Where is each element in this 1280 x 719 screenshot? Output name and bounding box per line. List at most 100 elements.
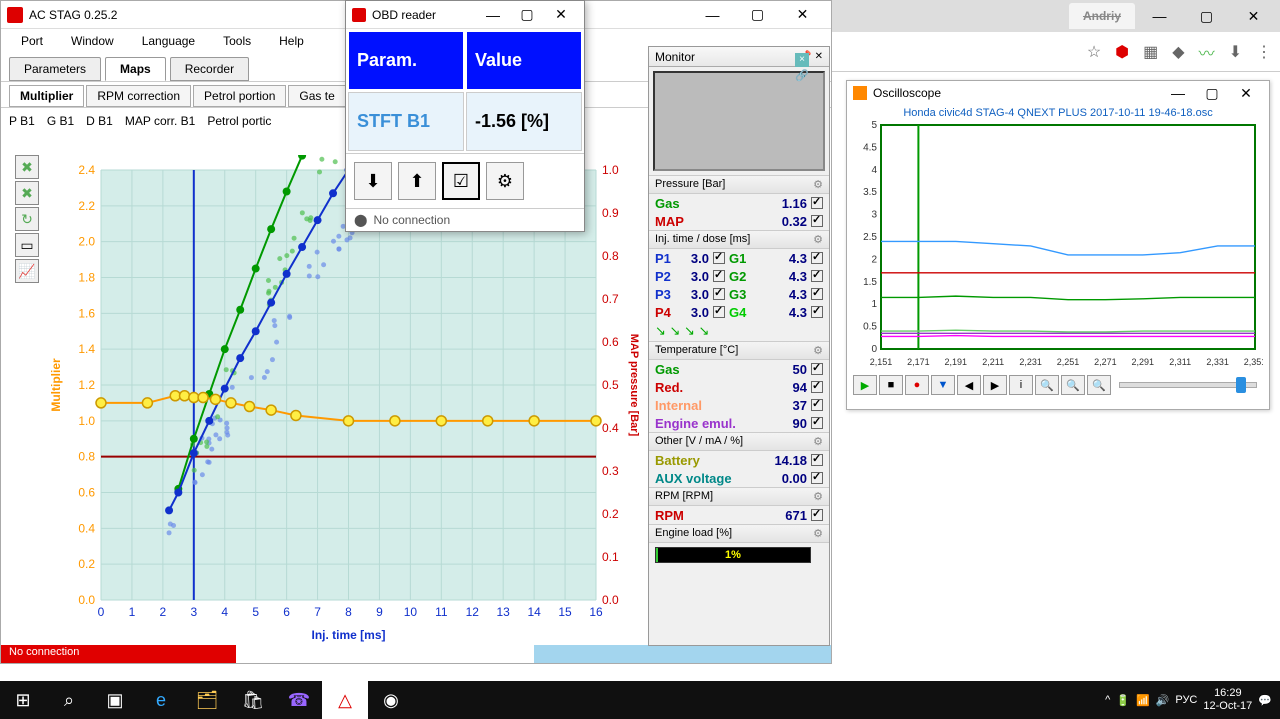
minimize-button[interactable]: — (690, 2, 735, 28)
obd-down-icon[interactable]: ⬇ (354, 162, 392, 200)
obd-minimize[interactable]: — (476, 2, 510, 28)
browser-close[interactable]: ✕ (1231, 3, 1276, 29)
gear-icon[interactable]: ⚙ (813, 527, 823, 540)
chrome-icon[interactable]: ◉ (368, 681, 414, 719)
row-checkbox-2[interactable] (811, 306, 823, 318)
tab-parameters[interactable]: Parameters (9, 57, 101, 81)
row-checkbox[interactable] (713, 306, 725, 318)
gear-icon[interactable]: ⚙ (813, 233, 823, 246)
tool-rect-icon[interactable]: ▭ (15, 233, 39, 257)
search-icon[interactable]: ⌕ (46, 681, 92, 719)
gear-icon[interactable]: ⚙ (813, 344, 823, 357)
osc-slider-track[interactable] (1119, 382, 1257, 388)
obd-gear-icon[interactable]: ⚙ (486, 162, 524, 200)
panel-close-icon[interactable]: × (795, 53, 809, 67)
osc-zoom-in-icon[interactable]: 🔍 (1035, 375, 1059, 395)
gear-icon[interactable]: ⚙ (813, 178, 823, 191)
browser-tab[interactable]: Andriy (1069, 3, 1135, 29)
tool-chart-icon[interactable]: 📈 (15, 259, 39, 283)
row-checkbox[interactable] (713, 288, 725, 300)
st2-gb1[interactable]: G B1 (47, 114, 74, 128)
menu-window[interactable]: Window (71, 34, 114, 48)
gear-icon[interactable]: ⚙ (813, 435, 823, 448)
st2-petrol[interactable]: Petrol portic (207, 114, 271, 128)
osc-prev-icon[interactable]: ◀ (957, 375, 981, 395)
explorer-icon[interactable]: 🗂 (184, 681, 230, 719)
tool-refresh-icon[interactable]: ↻ (15, 207, 39, 231)
subtab-multiplier[interactable]: Multiplier (9, 85, 84, 107)
tray-lang[interactable]: РУС (1175, 694, 1197, 706)
tray-clock[interactable]: 16:29 12-Oct-17 (1203, 687, 1252, 713)
row-checkbox[interactable] (811, 509, 823, 521)
menu-tools[interactable]: Tools (223, 34, 251, 48)
row-checkbox[interactable] (713, 252, 725, 264)
menu-help[interactable]: Help (279, 34, 304, 48)
close-button[interactable]: ✕ (780, 2, 825, 28)
obd-check-icon[interactable]: ☑ (442, 162, 480, 200)
osc-info-icon[interactable]: i (1009, 375, 1033, 395)
menu-language[interactable]: Language (142, 34, 195, 48)
ext-icon-4[interactable]: 〰 (1199, 40, 1215, 64)
tray-volume-icon[interactable]: 🔊 (1156, 694, 1170, 707)
gear-icon[interactable]: ⚙ (813, 490, 823, 503)
osc-record-icon[interactable]: ● (905, 375, 929, 395)
osc-close[interactable]: ✕ (1229, 80, 1263, 106)
ext-icon-2[interactable]: ▦ (1143, 42, 1158, 62)
osc-next-icon[interactable]: ▶ (983, 375, 1007, 395)
tray-notifications-icon[interactable]: 💬 (1258, 694, 1272, 707)
subtab-petrol-portion[interactable]: Petrol portion (193, 85, 286, 107)
obd-close[interactable]: ✕ (544, 2, 578, 28)
browser-maximize[interactable]: ▢ (1184, 3, 1229, 29)
tab-maps[interactable]: Maps (105, 57, 166, 81)
row-checkbox[interactable] (811, 417, 823, 429)
st2-pb1[interactable]: P B1 (9, 114, 35, 128)
osc-stop-icon[interactable]: ■ (879, 375, 903, 395)
row-checkbox[interactable] (811, 381, 823, 393)
edge-icon[interactable]: e (138, 681, 184, 719)
star-icon[interactable]: ☆ (1087, 42, 1101, 62)
row-checkbox[interactable] (811, 472, 823, 484)
row-checkbox[interactable] (811, 399, 823, 411)
ext-icon-5[interactable]: ⬇ (1229, 42, 1242, 62)
tray-wifi-icon[interactable]: 📶 (1136, 694, 1150, 707)
subtab-gas[interactable]: Gas te (288, 85, 345, 107)
subtab-rpm-correction[interactable]: RPM correction (86, 85, 191, 107)
maximize-button[interactable]: ▢ (735, 2, 780, 28)
monitor-close-icon[interactable]: ✕ (815, 51, 823, 62)
st2-mapcorr[interactable]: MAP corr. B1 (125, 114, 195, 128)
osc-play-icon[interactable]: ▶ (853, 375, 877, 395)
ext-icon-3[interactable]: ◆ (1172, 42, 1184, 62)
tool-x-icon[interactable]: ✖ (15, 181, 39, 205)
ext-icon[interactable]: ⬢ (1115, 42, 1129, 62)
osc-marker-icon[interactable]: ▼ (931, 375, 955, 395)
obd-maximize[interactable]: ▢ (510, 2, 544, 28)
row-checkbox[interactable] (811, 454, 823, 466)
osc-zoom-fit-icon[interactable]: 🔍 (1087, 375, 1111, 395)
task-view-icon[interactable]: ▣ (92, 681, 138, 719)
row-checkbox-2[interactable] (811, 288, 823, 300)
row-checkbox-2[interactable] (811, 252, 823, 264)
store-icon[interactable]: 🛍 (230, 681, 276, 719)
row-checkbox[interactable] (811, 215, 823, 227)
row-checkbox[interactable] (713, 270, 725, 282)
obd-up-icon[interactable]: ⬆ (398, 162, 436, 200)
osc-minimize[interactable]: — (1161, 80, 1195, 106)
osc-maximize[interactable]: ▢ (1195, 80, 1229, 106)
browser-menu-icon[interactable]: ⋮ (1256, 42, 1272, 62)
tray-battery-icon[interactable]: 🔋 (1116, 694, 1130, 707)
st2-db1[interactable]: D B1 (86, 114, 113, 128)
stag-icon[interactable]: △ (322, 681, 368, 719)
panel-link-icon[interactable]: 🔗 (795, 69, 809, 82)
tool-expand-icon[interactable]: ✖ (15, 155, 39, 179)
row-checkbox[interactable] (811, 363, 823, 375)
viber-icon[interactable]: ☎ (276, 681, 322, 719)
menu-port[interactable]: Port (21, 34, 43, 48)
start-button[interactable]: ⊞ (0, 681, 46, 719)
row-checkbox[interactable] (811, 197, 823, 209)
browser-minimize[interactable]: — (1137, 3, 1182, 29)
row-checkbox-2[interactable] (811, 270, 823, 282)
tab-recorder[interactable]: Recorder (170, 57, 249, 81)
tray-up-icon[interactable]: ^ (1105, 694, 1110, 706)
osc-zoom-out-icon[interactable]: 🔍 (1061, 375, 1085, 395)
osc-slider-thumb[interactable] (1236, 377, 1246, 393)
